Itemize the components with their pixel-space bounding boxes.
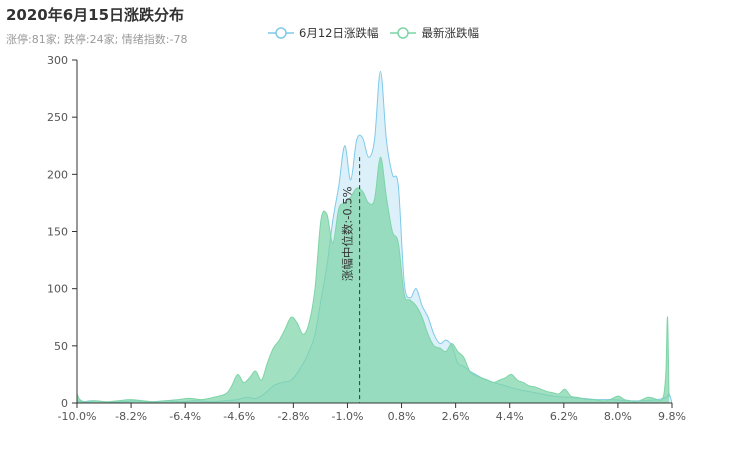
chart-title: 2020年6月15日涨跌分布	[6, 6, 185, 24]
y-tick-label: 0	[61, 397, 68, 410]
x-tick-label: -4.6%	[223, 410, 255, 423]
x-axis-ticks: -10.0% -8.2% -6.4% -4.6% -2.8% -1.0% 0.8% 2.6% 4…	[58, 403, 686, 423]
x-tick-label: 4.4%	[496, 410, 524, 423]
x-tick-label: -10.0%	[58, 410, 97, 423]
median-label: 涨幅中位数:-0.5%	[341, 186, 355, 281]
x-tick-label: -1.0%	[331, 410, 363, 423]
line-series-latest	[76, 156, 670, 403]
y-tick-label: 50	[54, 340, 68, 353]
legend-swatch-prev	[268, 27, 294, 39]
x-tick-label: 0.8%	[388, 410, 416, 423]
x-tick-label: -8.2%	[115, 410, 147, 423]
x-tick-label: 6.2%	[550, 410, 578, 423]
y-axis-ticks: 0 50 100 150 200 250 300	[47, 54, 77, 410]
area-series-latest	[77, 157, 670, 403]
legend-label-latest: 最新涨跌幅	[421, 26, 479, 40]
x-tick-label: 8.0%	[604, 410, 632, 423]
legend-label-prev: 6月12日涨跌幅	[299, 26, 379, 40]
x-tick-label: 2.6%	[442, 410, 470, 423]
legend-swatch-latest	[390, 27, 417, 39]
x-tick-label: -6.4%	[169, 410, 201, 423]
x-tick-label: 9.8%	[658, 410, 686, 423]
y-tick-label: 300	[47, 54, 68, 67]
legend-item-prev[interactable]: 6月12日涨跌幅	[268, 25, 378, 41]
legend: 6月12日涨跌幅 最新涨跌幅	[268, 25, 479, 41]
y-tick-label: 100	[47, 283, 68, 296]
chart-subtitle: 涨停:81家; 跌停:24家; 情绪指数:-78	[6, 33, 188, 46]
y-tick-label: 250	[47, 111, 68, 124]
x-tick-label: -2.8%	[277, 410, 309, 423]
y-tick-label: 200	[47, 168, 68, 181]
y-tick-label: 150	[47, 226, 68, 239]
legend-item-latest[interactable]: 最新涨跌幅	[390, 25, 479, 41]
